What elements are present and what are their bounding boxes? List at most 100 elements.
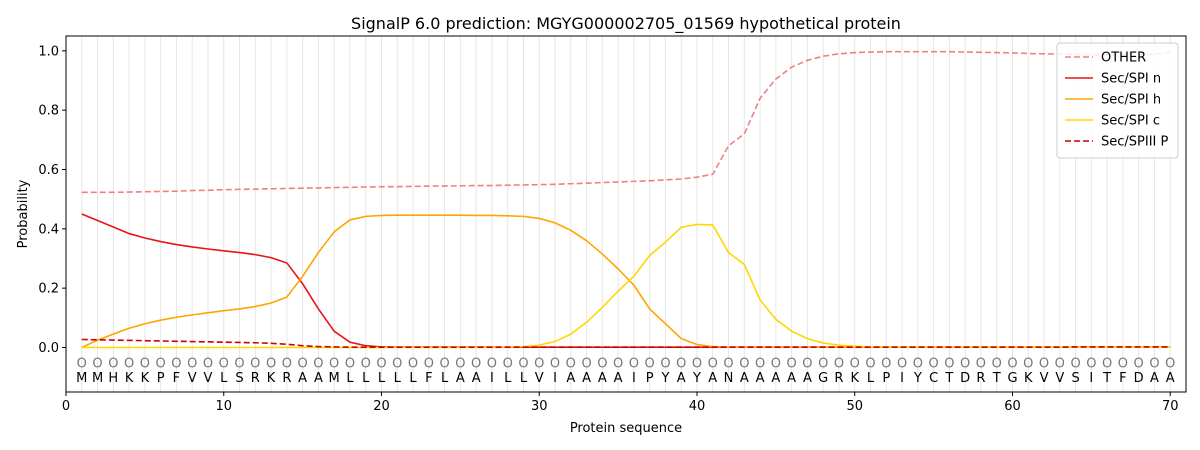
y-tick-label: 1.0	[38, 44, 59, 59]
residue-marker: O	[298, 356, 308, 371]
residue-letter: I	[1089, 371, 1093, 386]
residue-marker: O	[77, 356, 87, 371]
residue-letter: L	[378, 371, 386, 386]
residue-letter: A	[677, 371, 686, 386]
residue-letter: A	[1150, 371, 1159, 386]
residue-marker: O	[503, 356, 513, 371]
residue-marker: O	[834, 356, 844, 371]
residue-letter: A	[803, 371, 812, 386]
legend: OTHER Sec/SPI n Sec/SPI h Sec/SPI c Sec/SPII…	[1056, 42, 1179, 159]
residue-letter: A	[582, 371, 591, 386]
residue-marker: O	[755, 356, 765, 371]
residue-letter: R	[976, 371, 985, 386]
x-axis: 0 10 20 30 40 50 60 70	[62, 392, 1178, 414]
residue-letter: Y	[692, 371, 701, 386]
residue-letter: L	[504, 371, 512, 386]
residue-letter: A	[456, 371, 465, 386]
residue-marker: O	[1055, 356, 1065, 371]
residue-letter: M	[76, 371, 87, 386]
residue-marker: O	[376, 356, 386, 371]
residue-marker: O	[787, 356, 797, 371]
residue-marker: O	[865, 356, 875, 371]
residue-marker: O	[629, 356, 639, 371]
residue-marker: O	[329, 356, 339, 371]
residue-letter: K	[1024, 371, 1033, 386]
residue-marker: O	[455, 356, 465, 371]
residue-marker: O	[424, 356, 434, 371]
residue-letter: S	[235, 371, 243, 386]
residue-letter: I	[553, 371, 557, 386]
residue-letter: I	[632, 371, 636, 386]
series-line-sec-spiii-p	[81, 338, 1171, 349]
residue-marker: O	[313, 356, 323, 371]
residue-marker: O	[1118, 356, 1128, 371]
residue-marker: O	[581, 356, 591, 371]
y-axis-label: Probability	[16, 179, 31, 248]
residue-marker: O	[471, 356, 481, 371]
residue-marker: O	[124, 356, 134, 371]
residue-letter: F	[1119, 371, 1126, 386]
residue-marker: O	[550, 356, 560, 371]
residue-marker: O	[723, 356, 733, 371]
residue-letter: A	[472, 371, 481, 386]
residue-marker: O	[897, 356, 907, 371]
residue-marker: O	[1007, 356, 1017, 371]
residue-marker: O	[140, 356, 150, 371]
residue-marker: O	[92, 356, 102, 371]
residue-marker: O	[771, 356, 781, 371]
residue-letter: P	[157, 371, 165, 386]
residue-letter: Y	[913, 371, 922, 386]
residue-letter: L	[520, 371, 528, 386]
residue-letter: R	[282, 371, 291, 386]
series-line-sec-spi-h	[81, 214, 1171, 349]
residue-marker: O	[408, 356, 418, 371]
residue-marker: O	[1149, 356, 1159, 371]
residue-letter: L	[867, 371, 875, 386]
residue-letter: A	[598, 371, 607, 386]
series-line-sec-spi-n	[81, 213, 1171, 349]
residue-letter: A	[771, 371, 780, 386]
residue-letter: A	[740, 371, 749, 386]
residue-marker: O	[250, 356, 260, 371]
residue-letter: I	[900, 371, 904, 386]
residue-letter: I	[490, 371, 494, 386]
residue-marker: O	[928, 356, 938, 371]
legend-box	[1056, 42, 1179, 159]
series-line-other	[81, 50, 1171, 194]
x-tick-label: 30	[531, 399, 548, 414]
residue-marker: O	[613, 356, 623, 371]
residue-letter: M	[92, 371, 103, 386]
residue-marker: O	[282, 356, 292, 371]
y-tick-label: 0.2	[38, 282, 59, 297]
residue-marker: O	[203, 356, 213, 371]
residue-letter: T	[992, 371, 1001, 386]
residue-letter: L	[362, 371, 370, 386]
residue-letter: C	[929, 371, 938, 386]
residue-marker: O	[913, 356, 923, 371]
residue-marker: O	[660, 356, 670, 371]
residue-labels: OMOMOHOKOKOPOFOVOVOLOSOROKOROAOAOMOLOLOL…	[76, 356, 1175, 386]
residue-letter: V	[188, 371, 197, 386]
legend-label: Sec/SPI h	[1101, 93, 1161, 108]
legend-label: Sec/SPI n	[1101, 72, 1161, 87]
residue-marker: O	[171, 356, 181, 371]
residue-marker: O	[992, 356, 1002, 371]
series-lines	[81, 50, 1171, 349]
residue-letter: A	[708, 371, 717, 386]
residue-marker: O	[818, 356, 828, 371]
residue-marker: O	[1102, 356, 1112, 371]
residue-letter: G	[818, 371, 828, 386]
residue-marker: O	[534, 356, 544, 371]
residue-letter: V	[535, 371, 544, 386]
residue-letter: K	[267, 371, 276, 386]
residue-letter: K	[141, 371, 150, 386]
residue-letter: G	[1007, 371, 1017, 386]
legend-label: OTHER	[1101, 51, 1146, 66]
residue-letter: V	[1040, 371, 1049, 386]
residue-letter: A	[614, 371, 623, 386]
residue-letter: P	[882, 371, 890, 386]
residue-letter: V	[1055, 371, 1064, 386]
y-tick-label: 0.8	[38, 104, 59, 119]
residue-letter: L	[394, 371, 402, 386]
